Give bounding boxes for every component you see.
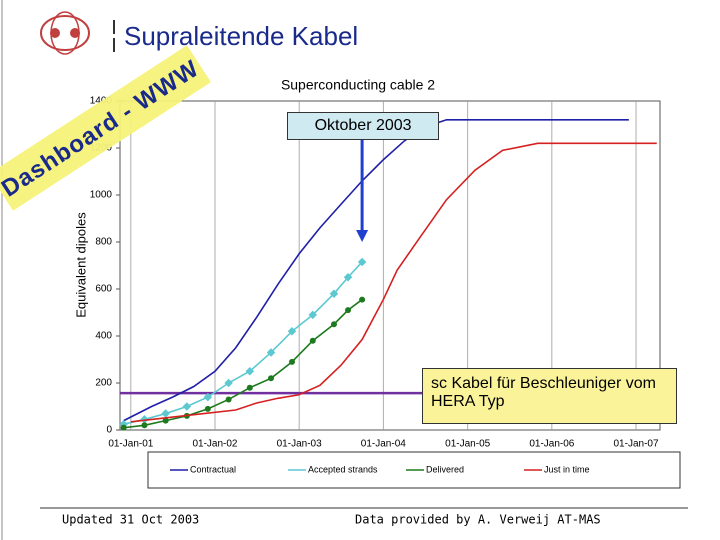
callout-oktober: Oktober 2003 (287, 112, 440, 140)
x-tick-label: 01-Jan-02 (192, 439, 237, 450)
callout-arrowhead (356, 230, 369, 242)
marker (359, 296, 366, 303)
marker (246, 384, 253, 391)
y-tick-label: 600 (95, 284, 112, 295)
marker (161, 409, 170, 418)
y-tick-label: 0 (106, 425, 112, 436)
marker (120, 424, 127, 431)
footer-left: Updated 31 Oct 2003 (62, 513, 199, 527)
slide-title: Supraleitende Kabel (124, 21, 358, 51)
series-line (130, 142, 657, 423)
marker (268, 375, 275, 382)
series-line (123, 261, 363, 425)
marker (330, 321, 337, 328)
marker (245, 367, 255, 376)
banner-text: Dashboard - WWW (0, 55, 204, 203)
marker (225, 396, 232, 403)
marker (182, 402, 192, 411)
legend-label: Delivered (426, 464, 464, 474)
y-tick-label: 200 (95, 378, 112, 389)
marker (162, 417, 169, 424)
x-tick-label: 01-Jan-01 (108, 439, 153, 450)
x-tick-label: 01-Jan-05 (445, 439, 490, 450)
marker (343, 273, 353, 282)
marker (203, 392, 213, 402)
legend-label: Accepted strands (308, 464, 378, 474)
marker (309, 337, 316, 344)
y-tick-label: 800 (95, 237, 112, 248)
x-tick-label: 01-Jan-06 (529, 439, 574, 450)
legend-box (147, 451, 681, 489)
banner: Dashboard - WWW (0, 45, 211, 211)
callout-hera: sc Kabel für Beschleuniger vom HERA Typ (422, 368, 677, 424)
footer-right: Data provided by A. Verweij AT-MAS (355, 513, 601, 527)
legend-label: Contractual (190, 464, 236, 474)
logo (40, 11, 90, 55)
marker (266, 348, 276, 357)
marker (329, 289, 339, 298)
marker (287, 327, 297, 336)
plot-frame (119, 100, 661, 431)
marker (357, 257, 367, 267)
x-tick-label: 01-Jan-03 (277, 439, 322, 450)
marker (308, 310, 318, 320)
banner-band (0, 45, 211, 211)
marker (140, 415, 149, 424)
marker (345, 307, 352, 314)
marker (141, 422, 148, 429)
y-axis-label: Equivalent dipoles (73, 212, 88, 318)
marker (289, 358, 296, 365)
marker (224, 378, 233, 388)
x-tick-label: 01-Jan-04 (361, 439, 406, 450)
y-tick-label: 1000 (90, 190, 113, 201)
chart-title: Superconducting cable 2 (281, 77, 435, 93)
x-tick-label: 01-Jan-07 (614, 439, 659, 450)
legend-label: Just in time (544, 464, 590, 474)
y-tick-label: 400 (95, 331, 112, 342)
marker (204, 405, 211, 412)
